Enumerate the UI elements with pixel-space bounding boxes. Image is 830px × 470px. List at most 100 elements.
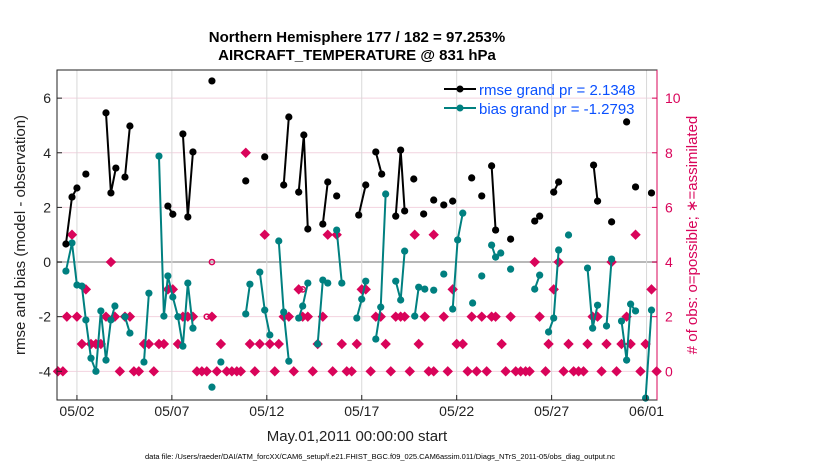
bias-point (184, 279, 192, 287)
rmse-line-segment (394, 149, 406, 217)
bias-point (397, 296, 405, 304)
bias-point (421, 285, 429, 293)
rmse-point (355, 211, 363, 219)
y-tick-label-right: 4 (665, 254, 673, 270)
bias-point (126, 329, 134, 337)
bias-point (459, 209, 467, 217)
obs-assimilated-marker (264, 338, 276, 350)
obs-assimilated-marker (57, 366, 69, 377)
rmse-point (319, 220, 327, 228)
footer-data-file: data file: /Users/raeder/DAI/ATM_forcXX/… (145, 452, 615, 461)
bias-point (285, 357, 293, 365)
bias-point (617, 317, 626, 325)
obs-assimilated-marker (500, 366, 511, 377)
obs-assimilated-marker (529, 256, 540, 268)
rmse-point (468, 174, 476, 182)
bias-point (497, 249, 505, 257)
bias-point (392, 277, 400, 285)
rmse-point (295, 188, 303, 196)
bias-point (564, 231, 573, 239)
rmse-point (62, 240, 70, 248)
obs-assimilated-marker (558, 366, 569, 377)
bias-point (217, 358, 225, 366)
y-tick-label-left: 6 (43, 90, 51, 106)
bias-point (589, 324, 597, 332)
bias-point (449, 305, 457, 313)
rmse-point (492, 226, 500, 234)
x-tick-label: 05/02 (59, 403, 94, 419)
y-tick-label-right: 10 (665, 90, 681, 106)
bias-point (266, 331, 274, 339)
obs-assimilated-marker (534, 311, 545, 322)
obs-assimilated-marker (244, 338, 256, 350)
rmse-line-segment (123, 125, 131, 178)
obs-assimilated-marker (336, 338, 348, 350)
y-tick-label-left: 2 (43, 199, 51, 215)
bias-point (338, 279, 346, 287)
bias-point (140, 358, 148, 366)
obs-assimilated-marker (351, 338, 363, 350)
rmse-point (121, 173, 129, 181)
rmse-point (362, 181, 370, 189)
rmse-point (550, 188, 558, 196)
rmse-point (440, 201, 448, 209)
obs-assimilated-marker (543, 338, 554, 350)
obs-assimilated-marker (630, 229, 641, 240)
axis-ticks: -4 -2 0 2 4 6 0 2 4 6 8 10 05/02 05/07 05/12 05/17 05/22… (39, 90, 681, 419)
obs-assimilated-marker (438, 311, 449, 322)
rmse-point (531, 217, 539, 225)
rmse-point (647, 189, 656, 197)
obs-assimilated-marker (201, 366, 213, 377)
bias-line-segment (244, 284, 251, 315)
obs-assimilated-marker (148, 366, 160, 377)
rmse-point (208, 77, 216, 85)
x-tick-label: 05/17 (344, 403, 379, 419)
obs-assimilated-marker (404, 366, 415, 377)
bias-point (179, 342, 187, 350)
bias-point (469, 299, 477, 307)
obs-assimilated-marker (409, 229, 420, 240)
bias-point (544, 328, 553, 336)
rmse-point (420, 210, 428, 218)
bias-point (304, 279, 312, 287)
rmse-point (378, 170, 386, 178)
obs-assimilated-marker (307, 366, 318, 377)
obs-assimilated-marker (563, 338, 574, 350)
legend-bias-label: bias grand pr = -1.2793 (479, 101, 635, 118)
obs-assimilated-marker (413, 338, 424, 350)
bias-point (107, 316, 115, 324)
obs-assimilated-marker (71, 311, 83, 322)
bias-point (242, 310, 250, 318)
rmse-line-segment (592, 164, 599, 202)
bias-point (261, 306, 269, 314)
bias-point (358, 295, 366, 303)
rmse-point (507, 235, 515, 243)
x-tick-label: 05/07 (154, 403, 189, 419)
bias-point (593, 301, 602, 309)
bias-point (314, 340, 322, 348)
rmse-point (410, 175, 418, 183)
y-tick-label-right: 0 (665, 363, 673, 379)
bias-point (333, 226, 341, 234)
rmse-point (589, 161, 598, 169)
obs-assimilated-marker (269, 366, 280, 377)
bias-point (401, 247, 409, 255)
rmse-point (392, 212, 400, 220)
rmse-point (397, 146, 405, 154)
obs-assimilated-marker (302, 311, 314, 322)
rmse-point (189, 148, 197, 156)
rmse-point (242, 177, 250, 185)
obs-assimilated-marker (481, 366, 492, 377)
obs-assimilated-marker (457, 338, 468, 350)
obs-assimilated-marker (646, 284, 657, 295)
bias-point (478, 272, 486, 280)
obs-assimilated-marker (249, 366, 261, 377)
rmse-line-segment (297, 134, 309, 230)
y-tick-label-left: -4 (39, 363, 52, 379)
bias-point (62, 267, 70, 275)
bias-line-segment (335, 229, 343, 284)
series-lines (62, 77, 656, 402)
bias-point (377, 303, 385, 311)
bias-point (208, 383, 216, 391)
bias-point (362, 277, 370, 285)
